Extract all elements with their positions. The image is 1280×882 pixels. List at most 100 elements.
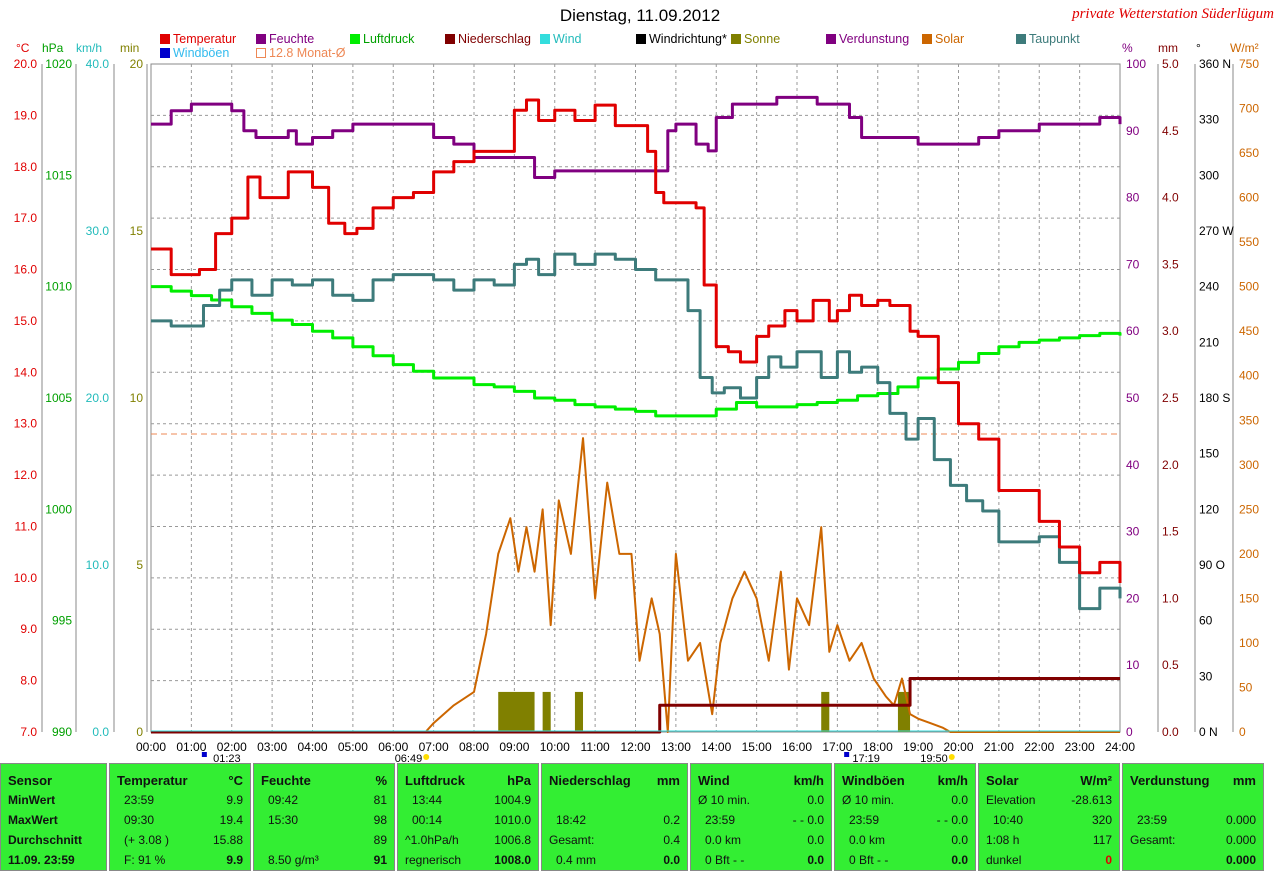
- temp-tick-label: 8.0: [20, 674, 37, 688]
- legend-swatch: [350, 34, 360, 44]
- x-tick-label: 17:00: [822, 740, 852, 754]
- stat-value: 81: [373, 793, 387, 807]
- x-tick-label: 09:00: [499, 740, 529, 754]
- panel-sensor: Sensor MinWert MaxWert Durchschnitt 11.0…: [0, 763, 107, 871]
- stat-time: 18:42: [556, 813, 587, 827]
- stat-value: 1008.0: [494, 853, 531, 867]
- legend-swatch: [922, 34, 932, 44]
- gust-marker: [844, 752, 850, 757]
- press-tick-label: 995: [52, 614, 72, 628]
- panel-unit: km/h: [937, 773, 968, 788]
- stat-value: 1004.9: [494, 793, 531, 807]
- x-tick-label: 18:00: [863, 740, 893, 754]
- stat-time: 23:59: [705, 813, 736, 827]
- stat-time: 0.0 km: [849, 833, 886, 847]
- legend-swatch: [160, 48, 170, 58]
- stat-value: 0.0: [807, 793, 824, 807]
- stat-value: - - 0.0: [792, 813, 824, 827]
- hum-tick-label: 20: [1126, 591, 1140, 605]
- solar-tick-label: 200: [1239, 547, 1259, 561]
- dir-tick-label: 150: [1199, 447, 1219, 461]
- legend-swatch: [731, 34, 741, 44]
- panel-wind: Wind km/h Ø 10 min. 0.0 23:59 - - 0.0 0.0 k…: [690, 763, 832, 871]
- stat-time: 0.4 mm: [556, 853, 597, 867]
- dir-tick-label: 30: [1199, 669, 1213, 683]
- hum-tick-label: 0: [1126, 725, 1133, 739]
- stat-value: 0.4: [663, 833, 680, 847]
- legend-wind: Wind: [540, 32, 581, 46]
- solar-tick-label: 250: [1239, 502, 1259, 516]
- min-tick-label: 10: [130, 391, 144, 405]
- temp-tick-label: 14.0: [14, 365, 38, 379]
- stat-time: 0 Bft - -: [705, 853, 745, 867]
- series-taupunkt: [151, 252, 1122, 611]
- station-name: private Wetterstation Süderlügum: [1072, 6, 1274, 22]
- mm-tick-label: 1.5: [1162, 525, 1179, 539]
- legend-windrichtung: Windrichtung*: [636, 32, 727, 46]
- mm-tick-label: 1.0: [1162, 591, 1179, 605]
- x-tick-label: 15:00: [742, 740, 772, 754]
- stat-value: 1006.8: [494, 833, 531, 847]
- x-tick-label: 10:00: [540, 740, 570, 754]
- stat-value: 1010.0: [494, 813, 531, 827]
- legend-monat-avg: 12.8 Monat-Ø: [256, 46, 345, 60]
- solar-tick-label: 550: [1239, 235, 1259, 249]
- wind-tick-label: 0.0: [92, 725, 109, 739]
- solar-tick-label: 50: [1239, 680, 1253, 694]
- temp-tick-label: 13.0: [14, 417, 38, 431]
- mm-tick-label: 5.0: [1162, 57, 1179, 71]
- stat-value: 9.9: [226, 793, 243, 807]
- hum-tick-label: 100: [1126, 57, 1146, 71]
- solar-tick-label: 100: [1239, 636, 1259, 650]
- row-label: MaxWert: [8, 813, 58, 827]
- stat-time: 0 Bft - -: [849, 853, 889, 867]
- hum-tick-label: 80: [1126, 191, 1140, 205]
- stat-time: Ø 10 min.: [842, 793, 895, 807]
- stat-time: 09:42: [268, 793, 299, 807]
- row-label: MinWert: [8, 793, 56, 807]
- dir-tick-label: 360 N: [1199, 57, 1231, 71]
- stat-time: regnerisch: [405, 853, 462, 867]
- solar-tick-label: 350: [1239, 413, 1259, 427]
- temp-tick-label: 17.0: [14, 211, 38, 225]
- time-marker-label: 17:19: [852, 753, 880, 765]
- legend-swatch: [540, 34, 550, 44]
- solar-tick-label: 600: [1239, 191, 1259, 205]
- sunrise-label: 06:49: [395, 753, 423, 765]
- panel-head: Sensor: [8, 773, 53, 788]
- stat-time: 10:40: [993, 813, 1024, 827]
- solar-tick-label: 150: [1239, 591, 1259, 605]
- series-niederschlag: [151, 677, 1120, 734]
- stat-time: 13:44: [412, 793, 443, 807]
- sunshine-bar: [542, 691, 551, 732]
- sunset-label: 19:50: [920, 753, 948, 765]
- gust-marker: [201, 752, 207, 757]
- panel-head: Temperatur: [117, 773, 188, 788]
- press-tick-label: 990: [52, 725, 72, 739]
- unit-mm: mm: [1158, 41, 1178, 55]
- series-luftdruck: [151, 285, 1122, 418]
- stat-value: 0.2: [663, 813, 680, 827]
- panel-verdunstung: Verdunstung mm 23:59 0.000 Gesamt: 0.000 0.…: [1122, 763, 1264, 871]
- stat-time: Ø 10 min.: [698, 793, 751, 807]
- legend-taupunkt: Taupunkt: [1016, 32, 1080, 46]
- stat-value: -28.613: [1071, 793, 1112, 807]
- temp-tick-label: 19.0: [14, 108, 38, 122]
- panel-temperatur: Temperatur °C 23:59 9.9 09:30 19.4 (+ 3.08 …: [109, 763, 251, 871]
- stat-time: Gesamt:: [549, 833, 595, 847]
- panel-feuchte: Feuchte% 09:42 81 15:30 98 89 8.50 g/m³ 91: [253, 763, 395, 871]
- panel-niederschlag: Niederschlag mm 18:42 0.2 Gesamt: 0.4 0.4 m…: [541, 763, 688, 871]
- press-tick-label: 1020: [45, 57, 72, 71]
- solar-tick-label: 300: [1239, 458, 1259, 472]
- x-tick-label: 13:00: [661, 740, 691, 754]
- legend-verdunstung: Verdunstung: [826, 32, 909, 46]
- stat-value: 0.0: [807, 853, 824, 867]
- stat-time: 00:14: [412, 813, 443, 827]
- x-tick-label: 23:00: [1065, 740, 1095, 754]
- stat-time: 15:30: [268, 813, 299, 827]
- dir-tick-label: 90 O: [1199, 558, 1225, 572]
- x-tick-label: 12:00: [620, 740, 650, 754]
- stat-time: (+ 3.08 ): [124, 833, 170, 847]
- panel-unit: hPa: [507, 773, 531, 788]
